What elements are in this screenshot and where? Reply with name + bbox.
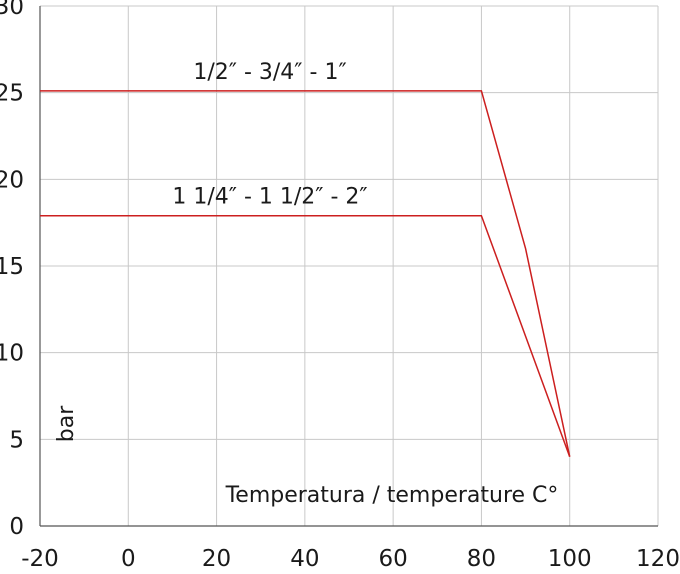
- x-axis-title: Temperatura / temperature C°: [225, 483, 559, 508]
- y-tick-label: 10: [0, 341, 24, 367]
- y-axis-title: bar: [54, 405, 79, 442]
- x-tick-label: -20: [21, 546, 59, 570]
- y-tick-label: 20: [0, 167, 24, 193]
- x-tick-label: 100: [548, 546, 592, 570]
- series-label-2: 1 1/4″ - 1 1/2″ - 2″: [172, 185, 367, 210]
- grid: [39, 5, 659, 527]
- series-lines: [40, 90, 571, 457]
- y-tick-label: 0: [9, 514, 24, 540]
- series-line-2: [40, 214, 571, 457]
- x-tick-label: 80: [467, 546, 496, 570]
- y-tick-label: 5: [9, 427, 24, 453]
- x-tick-label: 120: [636, 546, 680, 570]
- axes: [39, 6, 658, 527]
- series-label-1: 1/2″ - 3/4″ - 1″: [193, 60, 346, 85]
- y-tick-label: 25: [0, 81, 24, 107]
- y-tick-label: 15: [0, 254, 24, 280]
- series-line-1: [40, 90, 571, 457]
- x-tick-label: 20: [202, 546, 231, 570]
- y-tick-label: 30: [0, 0, 24, 20]
- x-tick-label: 60: [379, 546, 408, 570]
- x-tick-label: 40: [290, 546, 319, 570]
- x-tick-label: 0: [121, 546, 136, 570]
